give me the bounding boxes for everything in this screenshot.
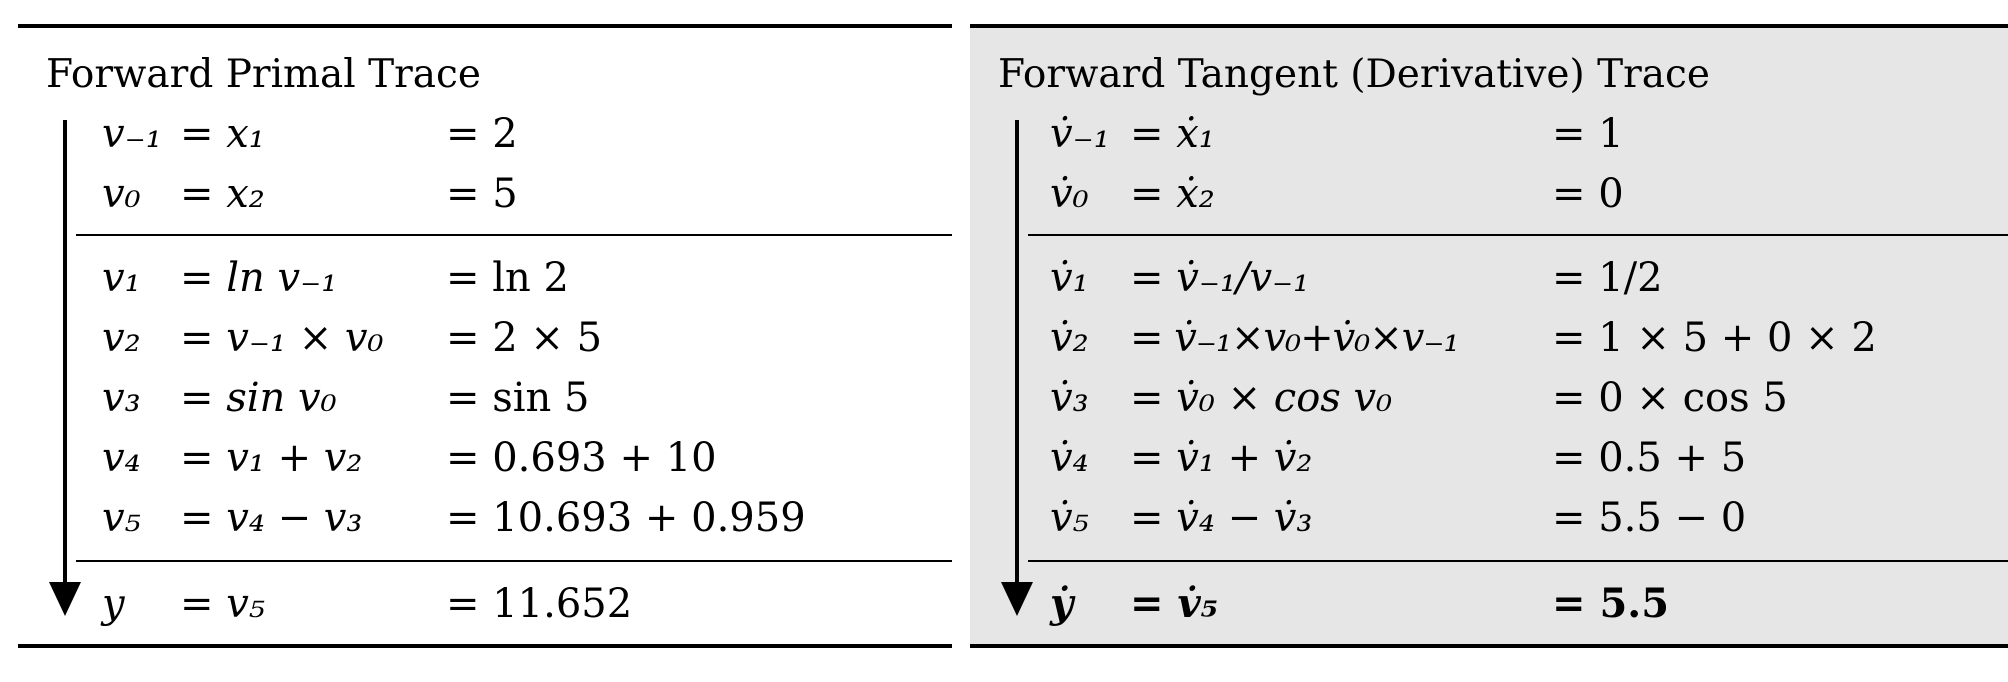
row-value: = 0.5 + 5 — [1552, 435, 1747, 481]
trace-row: v̇₋₁ = ẋ₁ = 1 — [970, 104, 2008, 164]
trace-row: v̇₁ = v̇₋₁/v₋₁ = 1/2 — [970, 248, 2008, 308]
trace-row: v₂ = v₋₁ × v₀ = 2 × 5 — [18, 308, 952, 368]
bottom-rule — [970, 644, 2008, 648]
tangent-title: Forward Tangent (Derivative) Trace — [998, 52, 1710, 97]
row-expr: = v̇₋₁/v₋₁ — [1130, 255, 1310, 301]
row-lhs: v₋₁ — [102, 111, 162, 157]
row-value: = ln 2 — [446, 255, 569, 301]
trace-row: v̇₃ = v̇₀ × cos v₀ = 0 × cos 5 — [970, 368, 2008, 428]
row-lhs: v₂ — [102, 315, 141, 361]
trace-row: v₁ = ln v₋₁ = ln 2 — [18, 248, 952, 308]
row-expr: = x₂ — [180, 171, 265, 217]
row-value: = 1/2 — [1552, 255, 1663, 301]
trace-row: v̇₄ = v̇₁ + v̇₂ = 0.5 + 5 — [970, 428, 2008, 488]
trace-row: v₅ = v₄ − v₃ = 10.693 + 0.959 — [18, 488, 952, 548]
row-lhs: v̇₁ — [1050, 255, 1089, 301]
row-expr: = ẋ₁ — [1130, 111, 1215, 157]
down-arrow-icon — [49, 120, 81, 616]
row-lhs: v̇₋₁ — [1050, 111, 1110, 157]
row-value: = 5.5 — [1552, 580, 1670, 627]
trace-row: v̇₀ = ẋ₂ = 0 — [970, 164, 2008, 224]
top-rule — [970, 24, 2008, 28]
trace-output-row: y = v₅ = 11.652 — [18, 574, 952, 634]
row-lhs: v₀ — [102, 171, 141, 217]
row-lhs: v̇₃ — [1050, 375, 1089, 421]
row-expr: = x₁ — [180, 111, 265, 157]
row-value: = 1 × 5 + 0 × 2 — [1552, 315, 1877, 361]
trace-row: v₀ = x₂ = 5 — [18, 164, 952, 224]
trace-row: v₃ = sin v₀ = sin 5 — [18, 368, 952, 428]
row-expr: = v₅ — [180, 581, 265, 627]
row-value: = 10.693 + 0.959 — [446, 495, 806, 541]
row-value: = 1 — [1552, 111, 1624, 157]
row-lhs: v̇₅ — [1050, 495, 1089, 541]
bottom-rule — [18, 644, 952, 648]
row-expr: = ẋ₂ — [1130, 171, 1215, 217]
section-divider — [1028, 560, 2008, 562]
row-expr: = v̇₁ + v̇₂ — [1130, 435, 1313, 481]
row-lhs: v̇₄ — [1050, 435, 1089, 481]
trace-row: v̇₂ = v̇₋₁×v₀+v̇₀×v₋₁ = 1 × 5 + 0 × 2 — [970, 308, 2008, 368]
row-lhs: v̇₀ — [1050, 171, 1089, 217]
down-arrow-icon — [1001, 120, 1033, 616]
top-rule — [18, 24, 952, 28]
row-value: = 0 — [1552, 171, 1624, 217]
primal-trace-panel: Forward Primal Trace v₋₁ = x₁ = 2 v₀ = x… — [18, 24, 952, 648]
row-expr: = sin v₀ — [180, 375, 337, 421]
row-expr: = v₄ − v₃ — [180, 495, 363, 541]
row-lhs: v̇₂ — [1050, 315, 1089, 361]
row-lhs: v₁ — [102, 255, 141, 301]
row-lhs: v₃ — [102, 375, 141, 421]
tangent-trace-panel: Forward Tangent (Derivative) Trace v̇₋₁ … — [970, 24, 2008, 648]
row-value: = 0.693 + 10 — [446, 435, 717, 481]
trace-output-row: ẏ = v̇₅ = 5.5 — [970, 574, 2008, 634]
section-divider — [76, 560, 952, 562]
row-expr: = v₋₁ × v₀ — [180, 315, 384, 361]
row-value: = 2 — [446, 111, 518, 157]
row-value: = 5 — [446, 171, 518, 217]
row-lhs: ẏ — [1050, 580, 1074, 627]
row-value: = 11.652 — [446, 581, 633, 627]
row-expr: = v̇₄ − v̇₃ — [1130, 495, 1313, 541]
trace-row: v₄ = v₁ + v₂ = 0.693 + 10 — [18, 428, 952, 488]
row-value: = 5.5 − 0 — [1552, 495, 1747, 541]
trace-row: v̇₅ = v̇₄ − v̇₃ = 5.5 − 0 — [970, 488, 2008, 548]
trace-row: v₋₁ = x₁ = 2 — [18, 104, 952, 164]
row-expr: = v̇₀ × cos v₀ — [1130, 375, 1393, 421]
row-value: = sin 5 — [446, 375, 590, 421]
row-lhs: v₄ — [102, 435, 141, 481]
row-expr: = ln v₋₁ — [180, 255, 338, 301]
row-expr: = v₁ + v₂ — [180, 435, 363, 481]
row-lhs: v₅ — [102, 495, 141, 541]
row-lhs: y — [102, 581, 125, 627]
section-divider — [76, 234, 952, 236]
section-divider — [1028, 234, 2008, 236]
row-value: = 0 × cos 5 — [1552, 375, 1788, 421]
primal-title: Forward Primal Trace — [46, 52, 481, 97]
row-expr: = v̇₋₁×v₀+v̇₀×v₋₁ — [1130, 315, 1460, 361]
row-value: = 2 × 5 — [446, 315, 603, 361]
row-expr: = v̇₅ — [1130, 580, 1219, 627]
